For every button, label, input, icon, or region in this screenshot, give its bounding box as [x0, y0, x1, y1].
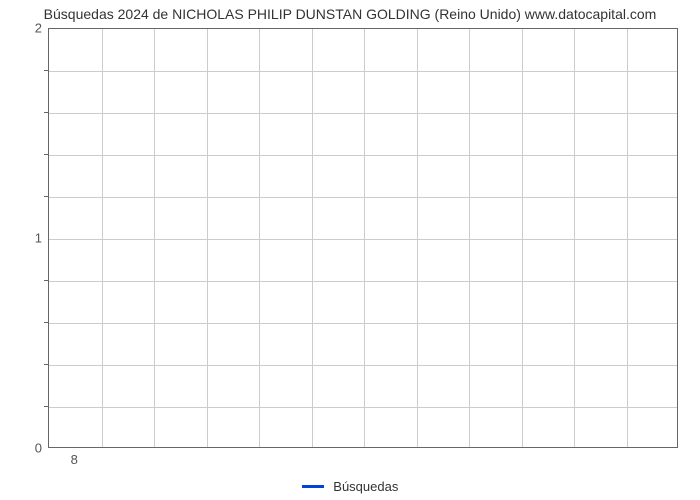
y-minor-tick	[44, 70, 48, 71]
gridline-horizontal-minor	[49, 113, 677, 114]
gridline-horizontal-minor	[49, 197, 677, 198]
y-minor-tick	[44, 406, 48, 407]
gridline-vertical	[154, 29, 155, 447]
gridline-vertical	[574, 29, 575, 447]
gridline-vertical	[207, 29, 208, 447]
y-tick-label: 1	[12, 231, 42, 246]
gridline-horizontal	[49, 239, 677, 240]
legend: Búsquedas	[0, 478, 700, 494]
gridline-horizontal-minor	[49, 407, 677, 408]
y-minor-tick	[44, 154, 48, 155]
gridline-vertical	[469, 29, 470, 447]
gridline-vertical	[522, 29, 523, 447]
x-tick-label: 8	[71, 452, 78, 467]
legend-label: Búsquedas	[333, 479, 398, 494]
y-tick-label: 0	[12, 441, 42, 456]
legend-swatch	[302, 485, 324, 488]
gridline-horizontal-minor	[49, 323, 677, 324]
gridline-horizontal-minor	[49, 71, 677, 72]
y-tick-label: 2	[12, 21, 42, 36]
y-minor-tick	[44, 322, 48, 323]
plot-area	[48, 28, 678, 448]
gridline-vertical	[102, 29, 103, 447]
chart-container: Búsquedas 2024 de NICHOLAS PHILIP DUNSTA…	[0, 0, 700, 500]
gridline-vertical	[627, 29, 628, 447]
y-minor-tick	[44, 112, 48, 113]
gridline-vertical	[259, 29, 260, 447]
gridline-horizontal-minor	[49, 155, 677, 156]
chart-title: Búsquedas 2024 de NICHOLAS PHILIP DUNSTA…	[0, 6, 700, 22]
gridline-vertical	[364, 29, 365, 447]
y-minor-tick	[44, 364, 48, 365]
gridline-vertical	[312, 29, 313, 447]
y-minor-tick	[44, 196, 48, 197]
gridline-vertical	[417, 29, 418, 447]
y-minor-tick	[44, 280, 48, 281]
gridline-horizontal-minor	[49, 365, 677, 366]
gridline-horizontal-minor	[49, 281, 677, 282]
